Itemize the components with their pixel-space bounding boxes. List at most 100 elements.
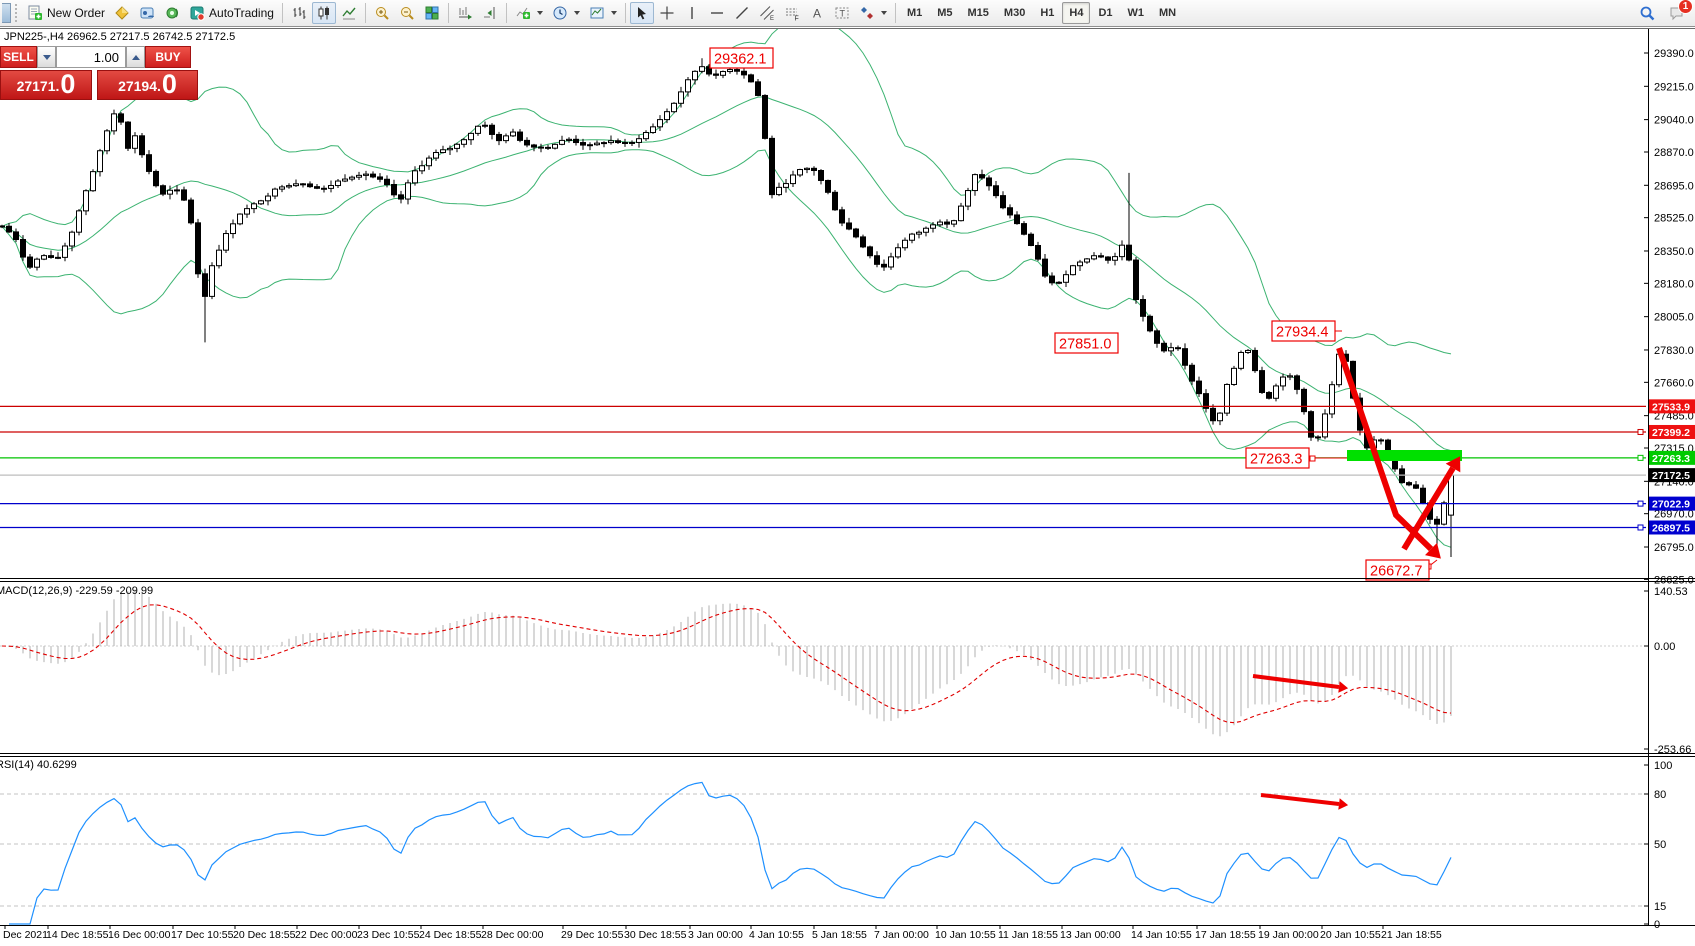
arrow-head [1338,798,1349,810]
candle-body [1273,385,1279,399]
cursor-icon [634,5,650,21]
candle-body [720,71,726,76]
annotation-handle[interactable] [1309,455,1316,462]
autotrading-button[interactable]: AutoTrading [185,2,278,24]
candle-body [384,178,390,186]
level-handle[interactable] [1637,524,1644,531]
candle-body [657,119,663,128]
candle-body [706,66,712,75]
ask-price-button[interactable]: 27194. 0 [97,70,198,100]
toolbar-right: 1 [1635,0,1693,24]
timeframe-button-mn[interactable]: MN [1159,7,1177,19]
arrow-head [1445,456,1461,473]
level-handle[interactable] [1637,500,1644,507]
candle-body [139,135,145,156]
timeframe-button-m1[interactable]: M1 [906,7,923,19]
price-annotation-box[interactable] [1271,320,1336,342]
tile-windows-button[interactable] [420,2,444,24]
price-annotation-box[interactable] [1054,332,1119,354]
timeframe-button-h1[interactable]: H1 [1040,7,1055,19]
candle-body [1329,384,1335,415]
candle-body [755,81,761,96]
metaeditor-button[interactable] [110,2,134,24]
search-button[interactable] [1635,2,1660,24]
time-axis[interactable]: Dec 2021 14 Dec 18:55 16 Dec 00:00 17 Dec 1… [0,929,1648,945]
time-axis-label: 17 Dec 10:55 [171,929,234,941]
zoom-out-button[interactable] [395,2,419,24]
bid-price-button[interactable]: 27171. 0 [0,70,92,100]
auto-scroll-button[interactable] [453,2,477,24]
timeframe-button-w1[interactable]: W1 [1127,7,1145,19]
candle-body [83,190,89,212]
candle-body [1189,364,1195,382]
timeframe-button-m30[interactable]: M30 [1003,7,1026,19]
text-tool-button[interactable]: A [805,2,829,24]
cursor-tool-button[interactable] [629,2,654,24]
candle-body [671,102,677,113]
candle-body [678,91,684,104]
candle-body [1406,482,1412,486]
candle-body [272,188,278,197]
timeframe-button-m15[interactable]: M15 [967,7,989,19]
candle-body [1077,261,1083,267]
level-handle[interactable] [1637,428,1644,435]
indicators-button[interactable] [511,2,547,24]
price-annotation-box[interactable] [1245,447,1310,469]
candle-body [454,143,460,149]
crosshair-tool-button[interactable] [655,2,679,24]
candlestick-chart-button[interactable] [311,2,336,24]
line-chart-button[interactable] [337,2,361,24]
arrows-icon [859,5,875,21]
trend-arrow-line[interactable] [1260,793,1340,806]
fibonacci-tool-button[interactable]: F [780,2,804,24]
timeframe-button-d1[interactable]: D1 [1098,7,1113,19]
candle-body [783,183,789,188]
price-annotation-text: 26672.7 [1370,564,1422,580]
candle-body [412,170,418,184]
sell-button[interactable]: SELL [0,46,37,68]
macd-pane [0,589,1646,737]
horizontal-line-tool-button[interactable] [705,2,729,24]
vertical-line-icon [684,5,700,21]
templates-button[interactable] [585,2,621,24]
buy-button[interactable]: BUY [145,46,191,68]
volume-up-button[interactable] [126,46,145,68]
candle-body [580,142,586,146]
candle-body [1266,391,1272,399]
macd-value-1: -229.59 [75,585,113,597]
arrows-tool-button[interactable] [855,2,891,24]
periods-button[interactable] [548,2,584,24]
candle-body [1133,259,1139,301]
timeframe-button-m5[interactable]: M5 [937,7,953,19]
notifications-button[interactable]: 1 [1664,0,1693,24]
support-zone-highlight[interactable] [1347,450,1462,461]
candle-body [195,222,201,275]
candle-body [1154,330,1160,344]
price-annotation-box[interactable] [1365,559,1430,581]
trend-arrow-line[interactable] [1336,347,1434,552]
data-feed-button[interactable] [160,2,184,24]
toolbar-separator [624,3,626,23]
zoom-in-button[interactable] [370,2,394,24]
trendline-tool-button[interactable] [730,2,754,24]
label-tool-button[interactable]: T [830,2,854,24]
trend-arrow-line[interactable] [1401,466,1456,551]
macd-signal-line [1,604,1452,724]
timeframe-button-h4[interactable]: H4 [1062,2,1091,24]
candle-body [846,222,852,230]
volume-down-button[interactable] [37,46,56,68]
chart-shift-button[interactable] [478,2,502,24]
trend-arrow-line[interactable] [1252,674,1340,689]
market-watch-button[interactable] [135,2,159,24]
bar-chart-button[interactable] [287,2,311,24]
new-order-button[interactable]: New Order [23,2,109,24]
time-axis-label: 14 Jan 10:55 [1131,929,1192,941]
vertical-line-tool-button[interactable] [680,2,704,24]
volume-input[interactable]: 1.00 [56,46,126,68]
candle-body [41,255,47,260]
level-handle[interactable] [1637,454,1644,461]
price-annotation-box[interactable] [709,47,774,69]
candle-body [188,199,194,224]
channel-tool-button[interactable]: E [755,2,779,24]
